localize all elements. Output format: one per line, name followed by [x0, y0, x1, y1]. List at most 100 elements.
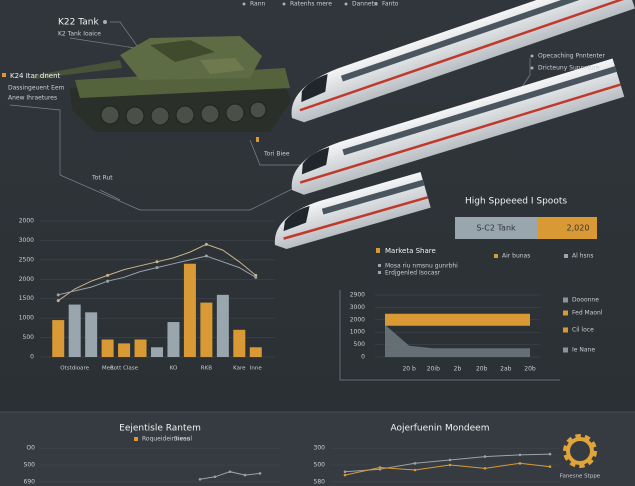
train-windows: [342, 66, 617, 156]
y-tick-label: 1000: [19, 315, 34, 322]
train-info: Opecaching Pnntenter: [538, 53, 605, 60]
tank-wheel: [225, 103, 245, 123]
train-1: [291, 0, 635, 123]
tank-title: K22 Tank: [58, 18, 99, 28]
train-stripe: [299, 0, 632, 112]
y-tick-label: 2000: [350, 316, 365, 323]
tank-gun: [33, 60, 122, 79]
tank-wheel: [249, 101, 267, 119]
x-tick-label: RKB: [201, 366, 212, 372]
x-tick-label: Otstdioare: [60, 366, 89, 372]
tank-camo: [150, 40, 215, 62]
line-point: [204, 242, 208, 246]
x-tick-label: Mee: [102, 366, 114, 372]
line-point: [56, 299, 60, 303]
bullet: [530, 54, 534, 58]
legend-swatch: [563, 310, 568, 316]
line-point: [448, 458, 452, 462]
market-title: Marketa Share: [385, 247, 436, 255]
bottom-right-title: Aojerfuenin Mondeem: [391, 424, 490, 434]
bottom-panel: [0, 412, 635, 486]
connector: [519, 58, 531, 91]
top-label: Dannetn: [352, 1, 378, 8]
legend-label: Ie Nane: [572, 347, 595, 354]
tank-wheel: [175, 105, 195, 125]
connector: [339, 290, 560, 381]
connector: [99, 189, 121, 201]
x-tick-label: 2ab: [500, 366, 511, 373]
box-right-label: 2,020: [567, 224, 590, 233]
line-point: [548, 452, 552, 456]
x-tick-label: 20b: [476, 366, 488, 373]
line-point: [378, 466, 382, 469]
train-window: [301, 147, 330, 175]
line-point: [198, 477, 202, 481]
legend-swatch: [494, 254, 498, 258]
legend-label: Dooonne: [572, 297, 599, 304]
line-point: [213, 475, 217, 479]
connector: [249, 139, 310, 166]
bar: [134, 339, 147, 357]
bar: [68, 304, 81, 357]
line-point: [56, 293, 60, 297]
tank-wheel: [100, 105, 120, 125]
connector: [69, 37, 136, 49]
box-left-label: S-C2 Tank: [476, 224, 516, 233]
train-windows: [340, 0, 627, 82]
path-label: Tot Rut: [91, 175, 113, 182]
line-point: [258, 472, 262, 475]
y-tick-label: O0: [26, 445, 35, 452]
x-tick-label: KO: [170, 366, 178, 372]
bullet: [376, 248, 380, 253]
line-point: [343, 473, 347, 477]
y-tick-label: 1500: [19, 295, 34, 302]
connector: [9, 104, 331, 211]
legend-label: Fed Maonl: [572, 310, 603, 317]
line-point: [106, 279, 110, 283]
y-tick-label: 300: [314, 445, 326, 452]
legend-label: Sivas: [174, 436, 190, 443]
bullet: [378, 271, 381, 274]
y-tick-label: S00: [24, 462, 36, 469]
legend-label: Roqueideinneeal: [142, 436, 192, 443]
top-label: Fanto: [382, 1, 399, 8]
legend-swatch: [563, 297, 568, 303]
bullet: [378, 264, 381, 267]
y-tick-label: 2500: [19, 256, 34, 263]
marker: [256, 137, 259, 142]
bullet: [530, 66, 534, 70]
bar: [167, 322, 180, 357]
train-3: [274, 172, 431, 249]
line-point: [448, 463, 452, 467]
legend-label: Al hsns: [572, 253, 594, 260]
x-tick-label: Inne: [250, 366, 263, 372]
x-tick-label: 20ib: [427, 366, 440, 373]
bullet: [374, 2, 378, 6]
tank-camo: [200, 58, 245, 74]
connectors: [9, 21, 560, 381]
line-point: [548, 465, 552, 468]
line-point: [413, 462, 417, 465]
top-label: Ratenhs mere: [290, 1, 332, 8]
gear-ring: [566, 437, 594, 465]
legend-label: Air bunas: [502, 253, 530, 260]
gear-icon: [563, 434, 597, 468]
line-point: [518, 462, 522, 465]
market-item: Mosa riu nmsnu gunrbhi: [385, 263, 458, 270]
bullet: [344, 2, 348, 6]
x-tick-label: 2b: [454, 366, 462, 373]
bar: [151, 347, 163, 357]
train-2: [291, 58, 625, 195]
bar: [85, 312, 98, 357]
bullet: [2, 73, 6, 77]
bar: [249, 347, 262, 357]
y-tick-label: 2900: [350, 292, 365, 299]
tank-illustration: [33, 36, 292, 132]
bullet: [103, 20, 107, 24]
bullet: [242, 2, 246, 6]
bottom-left-title: Eejentisle Rantem: [119, 424, 201, 434]
legend-swatch: [563, 327, 568, 333]
line-point: [155, 266, 159, 270]
y-tick-label: 1000: [350, 329, 365, 336]
